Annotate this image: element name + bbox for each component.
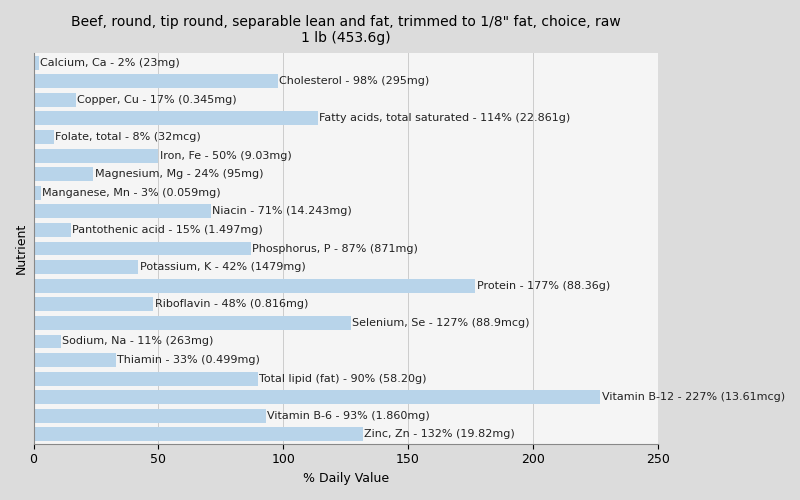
Bar xyxy=(34,260,138,274)
Bar xyxy=(34,390,600,404)
Bar xyxy=(34,148,158,162)
Text: Selenium, Se - 127% (88.9mcg): Selenium, Se - 127% (88.9mcg) xyxy=(352,318,530,328)
Text: Cholesterol - 98% (295mg): Cholesterol - 98% (295mg) xyxy=(279,76,430,86)
Bar xyxy=(34,167,94,181)
Text: Vitamin B-12 - 227% (13.61mcg): Vitamin B-12 - 227% (13.61mcg) xyxy=(602,392,785,402)
Bar xyxy=(34,334,61,348)
Text: Phosphorus, P - 87% (871mg): Phosphorus, P - 87% (871mg) xyxy=(252,244,418,254)
Text: Manganese, Mn - 3% (0.059mg): Manganese, Mn - 3% (0.059mg) xyxy=(42,188,221,198)
Text: Vitamin B-6 - 93% (1.860mg): Vitamin B-6 - 93% (1.860mg) xyxy=(267,411,430,421)
Bar xyxy=(34,278,475,292)
Bar xyxy=(34,316,350,330)
Text: Fatty acids, total saturated - 114% (22.861g): Fatty acids, total saturated - 114% (22.… xyxy=(319,114,570,124)
Text: Magnesium, Mg - 24% (95mg): Magnesium, Mg - 24% (95mg) xyxy=(94,169,263,179)
Text: Potassium, K - 42% (1479mg): Potassium, K - 42% (1479mg) xyxy=(140,262,306,272)
Y-axis label: Nutrient: Nutrient xyxy=(15,223,28,274)
Bar xyxy=(34,372,258,386)
Text: Total lipid (fat) - 90% (58.20g): Total lipid (fat) - 90% (58.20g) xyxy=(259,374,427,384)
Bar xyxy=(34,112,318,126)
Text: Pantothenic acid - 15% (1.497mg): Pantothenic acid - 15% (1.497mg) xyxy=(72,225,263,235)
Bar xyxy=(34,428,363,442)
Bar xyxy=(34,409,266,423)
Text: Zinc, Zn - 132% (19.82mg): Zinc, Zn - 132% (19.82mg) xyxy=(364,430,515,440)
Text: Copper, Cu - 17% (0.345mg): Copper, Cu - 17% (0.345mg) xyxy=(78,95,237,105)
Text: Thiamin - 33% (0.499mg): Thiamin - 33% (0.499mg) xyxy=(117,355,260,365)
Bar xyxy=(34,93,76,107)
Text: Folate, total - 8% (32mcg): Folate, total - 8% (32mcg) xyxy=(54,132,201,142)
Text: Calcium, Ca - 2% (23mg): Calcium, Ca - 2% (23mg) xyxy=(40,58,179,68)
Bar xyxy=(34,242,250,256)
Title: Beef, round, tip round, separable lean and fat, trimmed to 1/8" fat, choice, raw: Beef, round, tip round, separable lean a… xyxy=(70,15,621,45)
Bar xyxy=(34,204,211,218)
Text: Niacin - 71% (14.243mg): Niacin - 71% (14.243mg) xyxy=(212,206,352,216)
Bar xyxy=(34,353,116,367)
Bar xyxy=(34,186,41,200)
Bar xyxy=(34,56,38,70)
Bar xyxy=(34,74,278,88)
X-axis label: % Daily Value: % Daily Value xyxy=(302,472,389,485)
Text: Riboflavin - 48% (0.816mg): Riboflavin - 48% (0.816mg) xyxy=(154,300,308,310)
Text: Sodium, Na - 11% (263mg): Sodium, Na - 11% (263mg) xyxy=(62,336,214,346)
Bar xyxy=(34,298,154,312)
Bar xyxy=(34,223,71,237)
Bar xyxy=(34,130,54,144)
Text: Protein - 177% (88.36g): Protein - 177% (88.36g) xyxy=(477,280,610,290)
Text: Iron, Fe - 50% (9.03mg): Iron, Fe - 50% (9.03mg) xyxy=(160,150,291,160)
